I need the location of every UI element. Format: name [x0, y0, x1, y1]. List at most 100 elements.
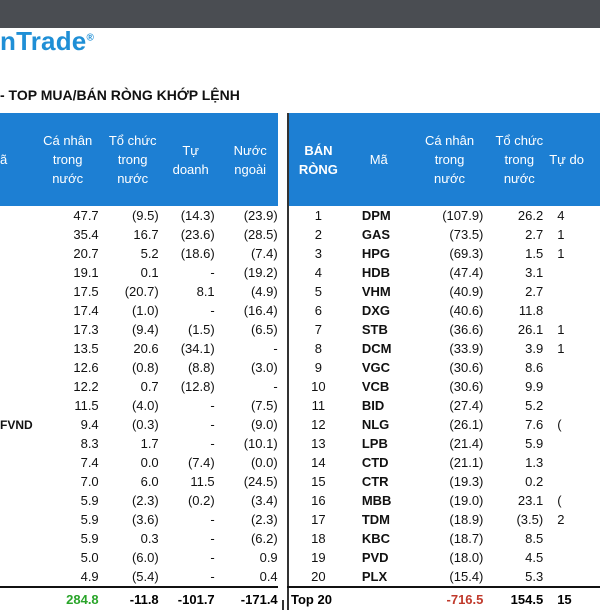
cell-proprietary: 11.5	[190, 474, 215, 489]
row-label	[0, 225, 33, 244]
cell-rank: 17	[311, 512, 326, 527]
cell-institution: (3.6)	[131, 512, 159, 527]
cell-individual: (26.1)	[449, 417, 484, 432]
cell-proprietary: -	[210, 531, 215, 546]
cell-institution: 26.2	[517, 208, 544, 223]
cell-individual: 7.4	[80, 455, 99, 470]
table-row: 14 CTD (21.1) 1.3	[288, 453, 600, 472]
cell-institution: 2.7	[525, 284, 544, 299]
cell-individual: 5.9	[80, 512, 99, 527]
top-bar	[0, 0, 600, 28]
cell-proprietary: 1	[557, 341, 565, 356]
cell-ticker: VCB	[361, 379, 390, 394]
net-buy-body: 47.7 (9.5) (14.3) (23.9) 35.4 16.7 (23.6) (28.5…	[0, 206, 283, 587]
cell-individual: (19.3)	[449, 474, 484, 489]
total-label: Top 20	[288, 586, 348, 610]
cell-institution: (1.0)	[131, 303, 159, 318]
table-row: 8.3 1.7 - (10.1)	[0, 434, 283, 453]
cell-institution: 5.2	[140, 246, 159, 261]
cell-rank: 6	[314, 303, 323, 318]
row-label: FVND	[0, 417, 33, 432]
net-buy-total-row: 284.8 -11.8 -101.7 -171.4	[0, 586, 283, 610]
cell-individual: (15.4)	[449, 569, 484, 584]
cell-foreign: (2.3)	[250, 512, 278, 527]
row-label	[0, 396, 33, 415]
cell-individual: 13.5	[73, 341, 99, 356]
cell-institution: (4.0)	[131, 398, 159, 413]
cell-foreign: (16.4)	[243, 303, 278, 318]
table-row: 5.9 (2.3) (0.2) (3.4)	[0, 491, 283, 510]
cell-institution: 23.1	[517, 493, 544, 508]
cell-institution: (3.5)	[516, 512, 544, 527]
table-row: 12.6 (0.8) (8.8) (3.0)	[0, 358, 283, 377]
cell-foreign: (6.2)	[250, 531, 278, 546]
cell-institution: (6.0)	[131, 550, 159, 565]
table-row: 8 DCM (33.9) 3.9 1	[288, 339, 600, 358]
cell-institution: 4.5	[525, 550, 544, 565]
cell-foreign: (7.5)	[250, 398, 278, 413]
cell-ticker: TDM	[361, 512, 390, 527]
cell-individual: (21.1)	[449, 455, 484, 470]
header-code-fragment: ã	[0, 113, 33, 206]
cell-institution: 0.1	[140, 265, 159, 280]
cell-individual: (40.6)	[449, 303, 484, 318]
cell-individual: (18.0)	[449, 550, 484, 565]
cell-ticker: BID	[361, 398, 385, 413]
cell-proprietary: (12.8)	[180, 379, 215, 394]
cell-individual: 5.9	[80, 493, 99, 508]
cell-ticker: CTD	[361, 455, 389, 470]
cell-proprietary: (18.6)	[180, 246, 215, 261]
company-logo: nTrade®	[0, 26, 95, 56]
cell-ticker: VGC	[361, 360, 390, 375]
row-label	[0, 358, 33, 377]
cell-institution: 2.7	[525, 227, 544, 242]
cell-institution: 8.6	[525, 360, 544, 375]
cell-individual: 19.1	[73, 265, 99, 280]
header-individual: Cá nhân trong nước	[409, 113, 490, 206]
cell-foreign: 0.4	[259, 569, 278, 584]
cell-individual: (21.4)	[449, 436, 484, 451]
cell-institution: (9.4)	[131, 322, 159, 337]
cell-individual: 35.4	[73, 227, 99, 242]
cell-institution: 20.6	[133, 341, 159, 356]
cell-proprietary: 8.1	[196, 284, 215, 299]
cell-foreign: (7.4)	[250, 246, 278, 261]
cell-individual: (30.6)	[449, 379, 484, 394]
header-institution: Tổ chức trong nước	[489, 113, 550, 206]
row-label	[0, 491, 33, 510]
cell-ticker: MBB	[361, 493, 392, 508]
cell-proprietary: 2	[557, 512, 565, 527]
table-row: 18 KBC (18.7) 8.5	[288, 529, 600, 548]
cell-institution: 5.3	[525, 569, 544, 584]
cell-institution: 5.2	[525, 398, 544, 413]
cell-proprietary: -	[210, 512, 215, 527]
cell-proprietary: (1.5)	[187, 322, 215, 337]
cell-proprietary: 1	[557, 227, 565, 242]
cell-individual: 17.3	[73, 322, 99, 337]
cell-ticker: NLG	[361, 417, 390, 432]
cell-institution: (9.5)	[131, 208, 159, 223]
table-row: 15 CTR (19.3) 0.2	[288, 472, 600, 491]
cell-individual: 20.7	[73, 246, 99, 261]
cell-individual: (73.5)	[449, 227, 484, 242]
cell-institution: 9.9	[525, 379, 544, 394]
cell-proprietary	[549, 434, 600, 453]
cell-individual: 4.9	[80, 569, 99, 584]
cell-ticker: VHM	[361, 284, 391, 299]
cell-institution: (0.3)	[131, 417, 159, 432]
cell-individual: (19.0)	[449, 493, 484, 508]
cell-proprietary	[549, 263, 600, 282]
net-buy-header-row: ã Cá nhân trong nước Tổ chức trong nước Tự do…	[0, 113, 283, 206]
cell-proprietary	[549, 548, 600, 567]
cell-proprietary: 1	[557, 322, 565, 337]
cell-ticker: PLX	[361, 569, 388, 584]
cell-institution: 1.3	[525, 455, 544, 470]
row-label	[0, 434, 33, 453]
row-label	[0, 510, 33, 529]
row-label	[0, 377, 33, 396]
header-proprietary: Tự doanh	[162, 113, 219, 206]
panel-gap	[278, 113, 286, 600]
cell-rank: 13	[311, 436, 326, 451]
cell-rank: 20	[311, 569, 326, 584]
cell-individual: (30.6)	[449, 360, 484, 375]
